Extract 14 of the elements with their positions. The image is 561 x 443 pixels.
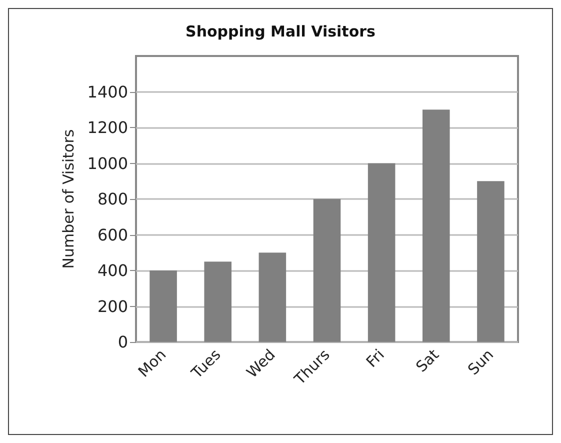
x-tick-label: Sat [412, 346, 443, 376]
y-tick-label: 600 [97, 225, 128, 244]
y-tick-label: 1000 [87, 154, 128, 173]
y-tick-label: 0 [118, 332, 128, 352]
y-tick-label: 400 [97, 261, 128, 280]
x-tick-label: Sun [464, 346, 498, 379]
y-tick-label: 800 [97, 190, 128, 208]
y-tick-label: 1400 [87, 82, 128, 102]
x-tick-label: Fri [362, 346, 388, 371]
y-axis-title: Number of Visitors [60, 129, 78, 269]
chart-title: Shopping Mall Visitors [186, 22, 376, 40]
x-tick-label: Mon [134, 346, 170, 381]
y-tick-label: 1200 [87, 118, 128, 137]
y-tick-label: 200 [97, 296, 128, 316]
